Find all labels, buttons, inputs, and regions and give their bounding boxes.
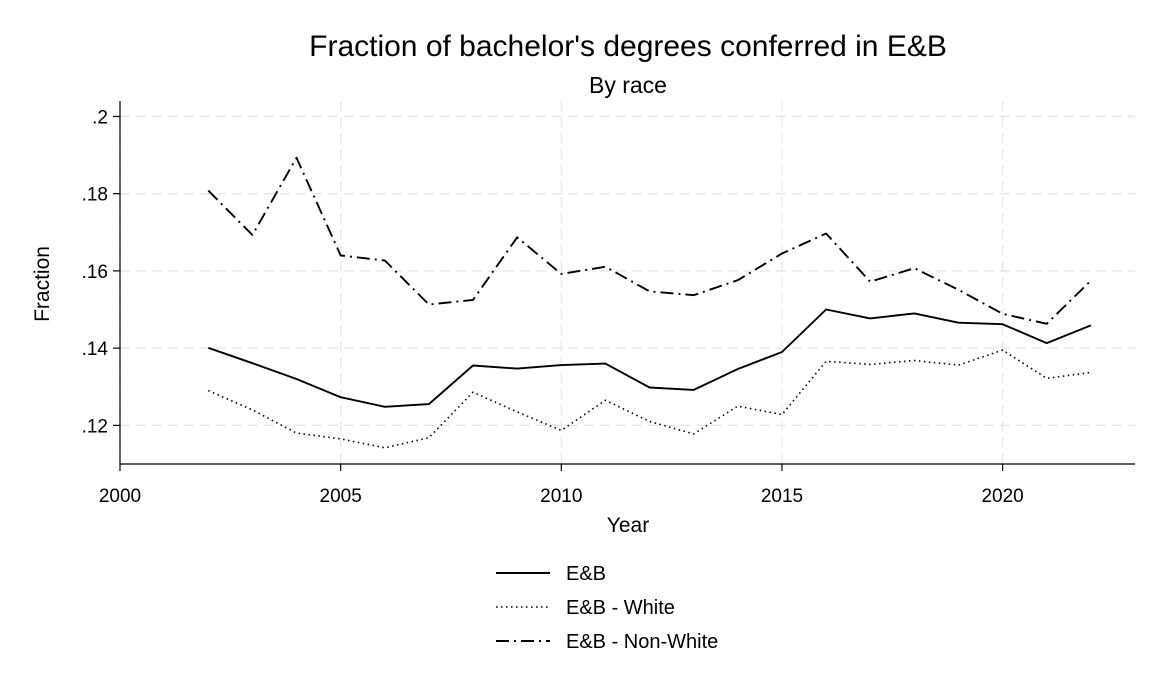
axes: .12 .14 .16 .18 .2 2000 2005 2010 2015 2020 (82, 101, 1135, 507)
x-axis-label: Year (607, 514, 649, 537)
series-line-2 (207, 349, 1092, 449)
legend: E&B E&B - White E&B - Non-White (496, 563, 718, 653)
chart-title: Fraction of bachelor's degrees conferred… (309, 30, 947, 63)
legend-label-3: E&B - Non-White (566, 631, 718, 653)
y-tick-label: .12 (82, 416, 108, 437)
y-tick-label: .14 (82, 339, 109, 360)
chart-subtitle: By race (589, 72, 667, 98)
legend-label-1: E&B (566, 563, 606, 585)
y-axis-label: Fraction (31, 246, 54, 322)
y-tick-label: .2 (92, 107, 108, 128)
x-tick-label: 2005 (320, 486, 362, 507)
series-line-1 (207, 308, 1092, 408)
x-tick-label: 2015 (761, 486, 803, 507)
y-tick-label: .18 (82, 185, 108, 206)
x-tick-label: 2000 (99, 486, 141, 507)
grid-lines (119, 101, 1135, 464)
series-lines (207, 156, 1092, 449)
x-tick-label: 2010 (540, 486, 582, 507)
legend-label-2: E&B - White (566, 597, 675, 619)
x-tick-label: 2020 (981, 486, 1023, 507)
y-tick-label: .16 (82, 262, 108, 283)
